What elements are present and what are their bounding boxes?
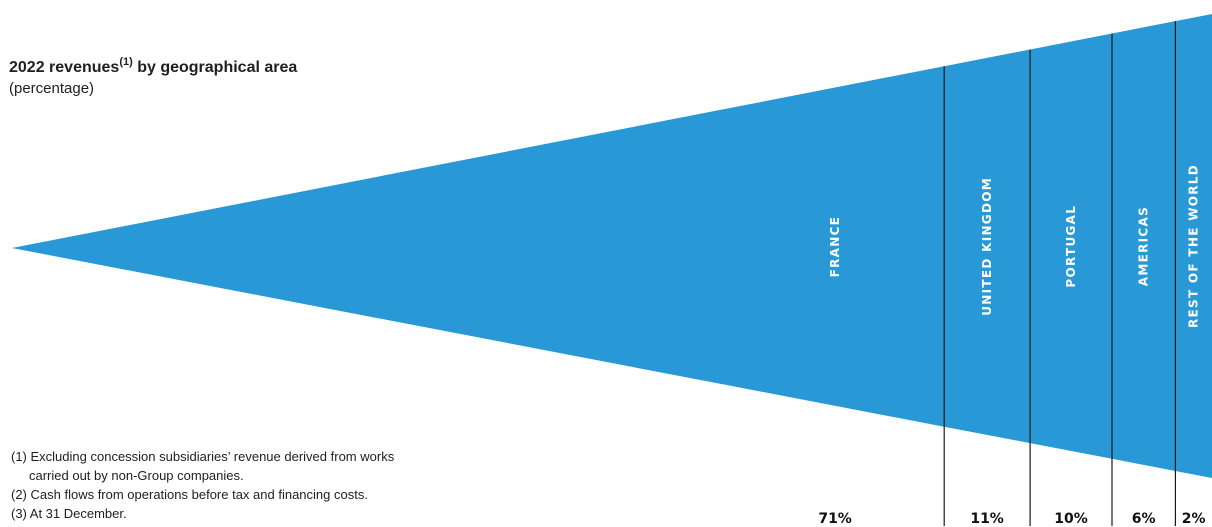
percentage-label: 71% [818,511,852,527]
chart-title-suffix: by geographical area [132,59,298,76]
percentage-label: 6% [1132,511,1156,527]
category-label: PORTUGAL [1064,205,1078,288]
percentage-label: 2% [1182,511,1206,527]
chart-subtitle: (percentage) [9,80,95,97]
category-label: REST OF THE WORLD [1187,164,1201,328]
chart-title-footnote-ref: (1) [119,56,133,68]
category-label: UNITED KINGDOM [980,177,994,316]
funnel-segment [1112,21,1176,471]
percentage-label: 10% [1054,511,1088,527]
category-label: AMERICAS [1137,206,1151,286]
chart-title-text: 2022 revenues [9,59,120,76]
funnel-segment [944,49,1031,444]
footnotes: (1) Excluding concession subsidiaries’ r… [11,447,394,523]
footnote-2: (2) Cash flows from operations before ta… [11,487,368,502]
footnote-1-continued: carried out by non-Group companies. [29,468,244,483]
category-label: FRANCE [828,216,842,278]
funnel-segment [1175,14,1212,478]
percentage-label: 11% [970,511,1004,527]
funnel-segment [726,66,945,427]
footnote-3: (3) At 31 December. [11,506,127,521]
funnel-cone [12,108,726,385]
footnote-1: (1) Excluding concession subsidiaries’ r… [11,449,395,464]
chart-title: 2022 revenues(1) by geographical area [9,56,298,78]
funnel-segment [1030,33,1112,459]
